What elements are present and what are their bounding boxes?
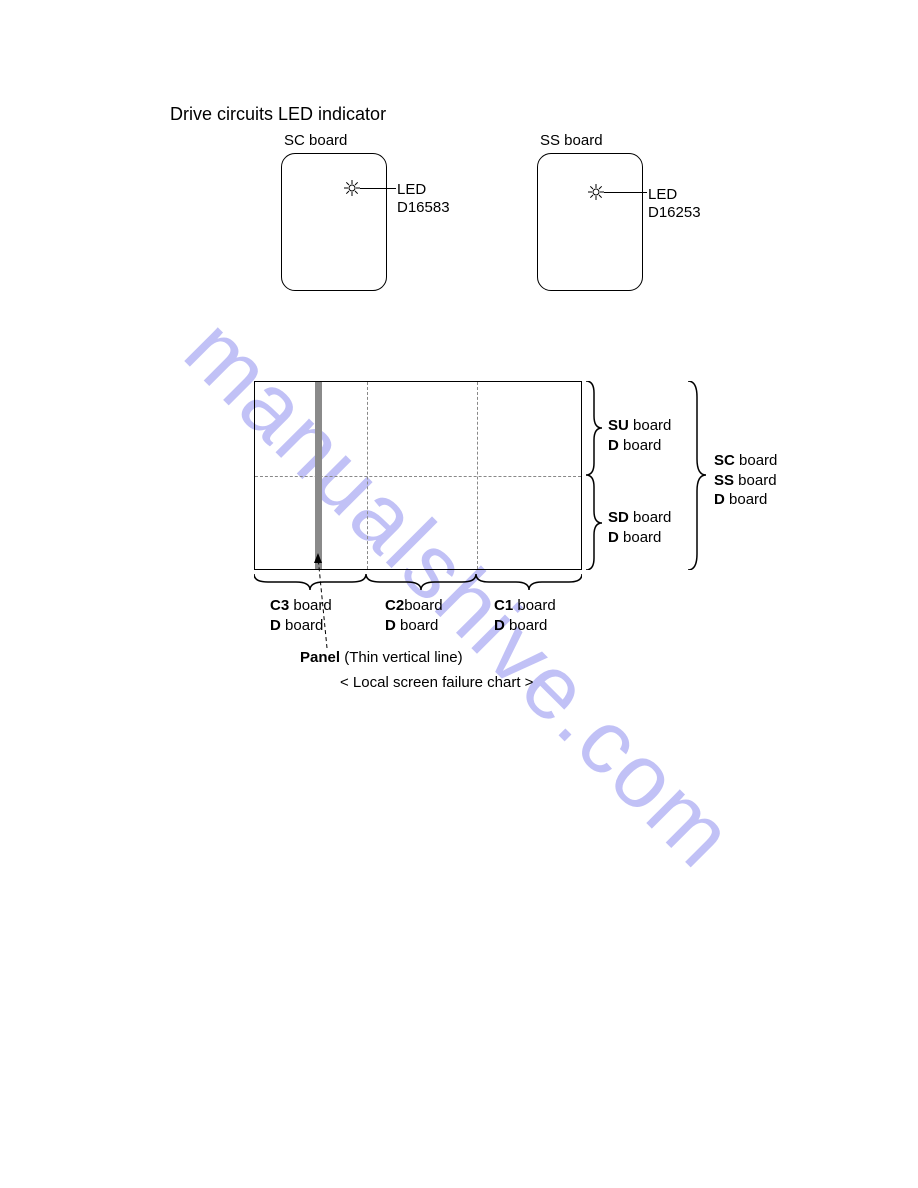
c1-label: C1 board D board [494,596,556,635]
sc-led-id: D16583 [397,199,450,216]
su-d-rest: board [619,437,662,454]
brace-c1 [476,572,582,592]
c2-bold: C2 [385,597,404,614]
brace-right-top [584,381,604,475]
su-board-label: SU board D board [608,416,671,455]
c1-d-rest: board [505,617,548,634]
c2-d-rest: board [396,617,439,634]
c3-d-bold: D [270,617,281,634]
led-leader-line [360,188,396,189]
c3-bold: C3 [270,597,289,614]
brace-right-outer [686,381,708,570]
panel-arrow [307,553,337,651]
page-title: Drive circuits LED indicator [170,104,386,125]
led-icon [344,180,360,196]
sc-bold: SC [714,452,735,469]
panel-rect [254,381,582,570]
sd-d-bold: D [608,529,619,546]
su-d-bold: D [608,437,619,454]
ss-bold: SS [714,472,734,489]
sd-rest: board [629,509,672,526]
outer-board-label: SC board SS board D board [714,451,777,510]
d-bold: D [714,491,725,508]
panel-vline-2 [477,382,478,569]
c2-label: C2board D board [385,596,443,635]
sc-rest: board [735,452,778,469]
sc-board-label: SC board [284,132,347,149]
ss-led-name: LED [648,186,677,203]
panel-hline [255,476,581,477]
sd-d-rest: board [619,529,662,546]
panel-vline-1 [367,382,368,569]
sc-led-label: LED D16583 [397,181,450,217]
c1-bold: C1 [494,597,513,614]
ss-board-label: SS board [540,132,603,149]
sd-board-label: SD board D board [608,508,671,547]
sd-bold: SD [608,509,629,526]
page: manualshive.com Drive circuits LED indic… [0,0,918,1188]
c1-d-bold: D [494,617,505,634]
brace-right-bottom [584,475,604,570]
brace-c2 [366,572,476,592]
ss-board-rect [537,153,643,291]
sc-board-rect [281,153,387,291]
su-rest: board [629,417,672,434]
d-rest: board [725,491,768,508]
c2-d-bold: D [385,617,396,634]
ss-led-id: D16253 [648,204,701,221]
panel-vertical-bar [315,382,322,569]
su-bold: SU [608,417,629,434]
panel-note: Panel (Thin vertical line) [300,649,463,666]
chart-caption: < Local screen failure chart > [340,674,533,691]
led-leader-line [604,192,647,193]
sc-led-name: LED [397,181,426,198]
led-icon [588,184,604,200]
panel-note-bold: Panel [300,649,340,666]
ss-rest: board [734,472,777,489]
c1-rest: board [513,597,556,614]
c2-rest: board [404,597,442,614]
panel-note-rest: (Thin vertical line) [340,649,463,666]
ss-led-label: LED D16253 [648,186,701,222]
